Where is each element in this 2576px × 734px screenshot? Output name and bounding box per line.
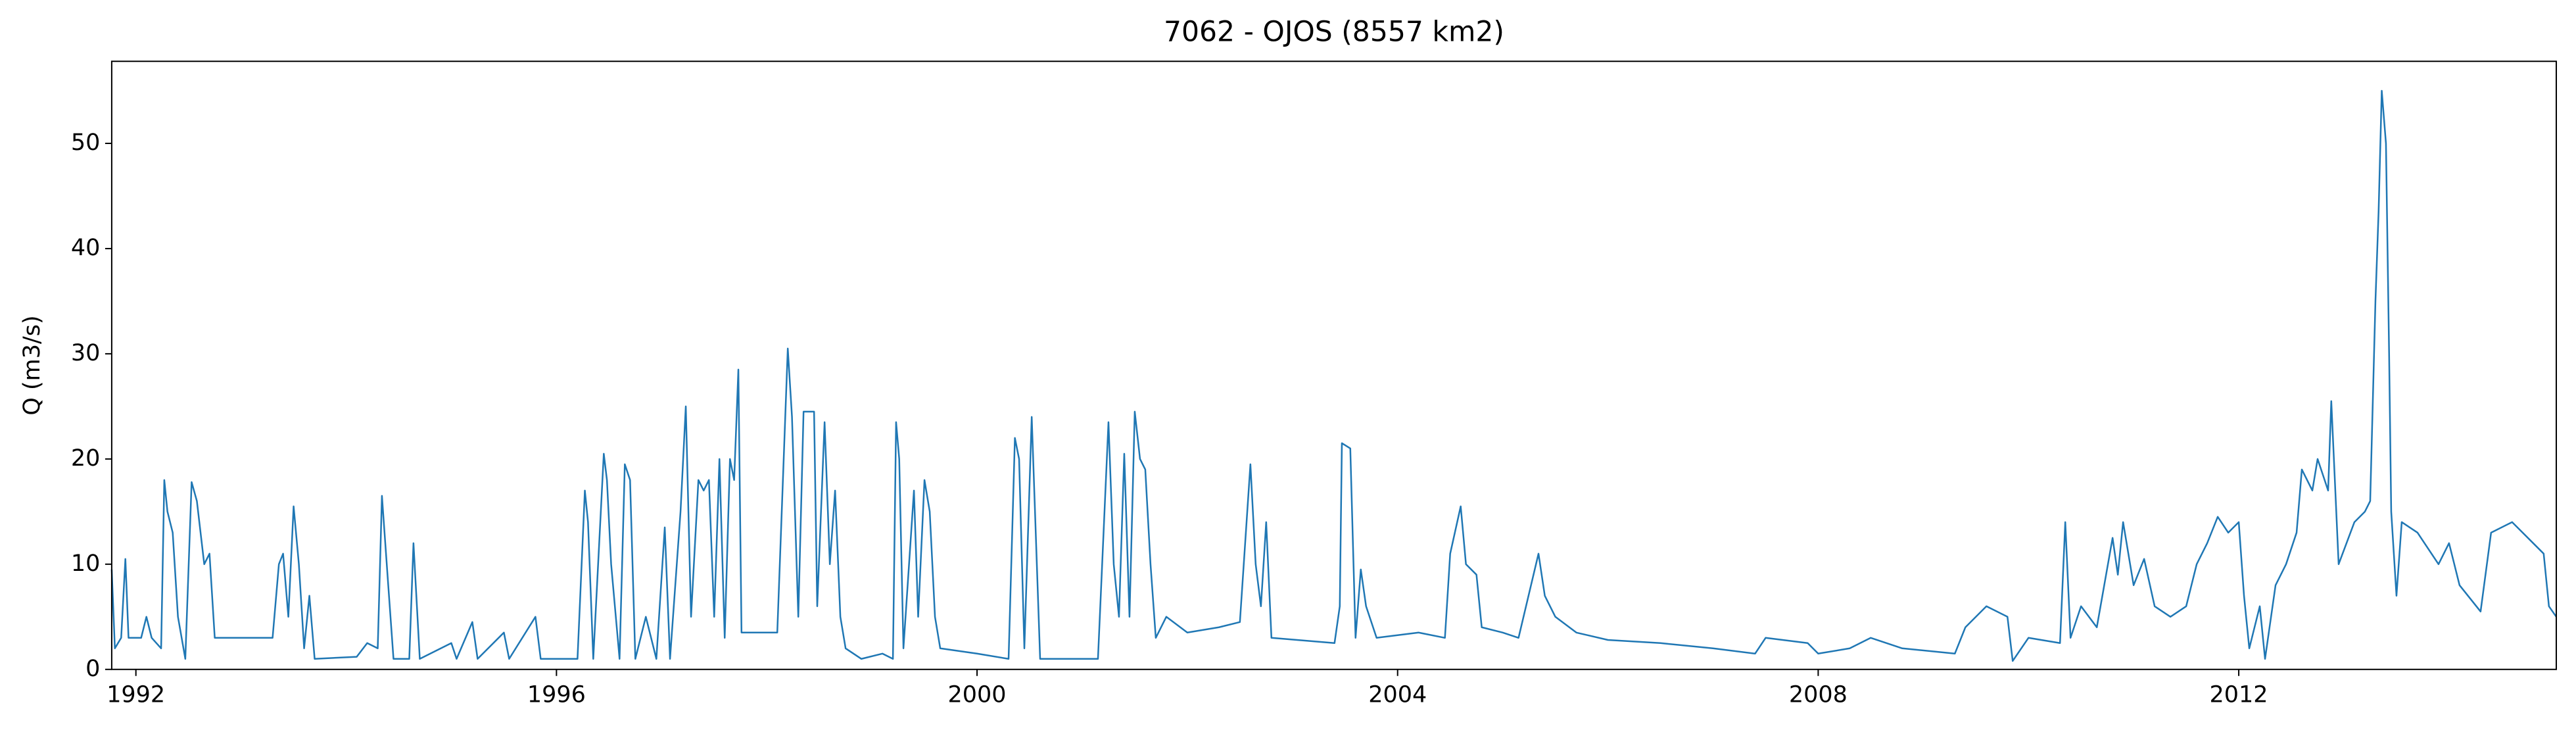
y-tick-label: 50: [71, 130, 101, 156]
x-tick-label: 2012: [2210, 682, 2268, 708]
y-tick-label: 0: [85, 656, 100, 682]
x-tick-label: 2008: [1789, 682, 1848, 708]
x-tick-label: 2000: [948, 682, 1007, 708]
plot-frame: [110, 61, 2558, 670]
data-line: [110, 89, 2558, 662]
y-axis-label: Q (m3/s): [19, 315, 45, 415]
y-tick-label: 20: [71, 445, 101, 472]
chart-title: 7062 - OJOS (8557 km2): [1164, 16, 1504, 48]
x-tick-label: 2004: [1368, 682, 1427, 708]
x-tick-label: 1992: [107, 682, 165, 708]
y-tick-label: 30: [71, 340, 101, 366]
y-tick-label: 40: [71, 235, 101, 261]
x-tick-label: 1996: [527, 682, 586, 708]
y-tick-label: 10: [71, 550, 101, 577]
